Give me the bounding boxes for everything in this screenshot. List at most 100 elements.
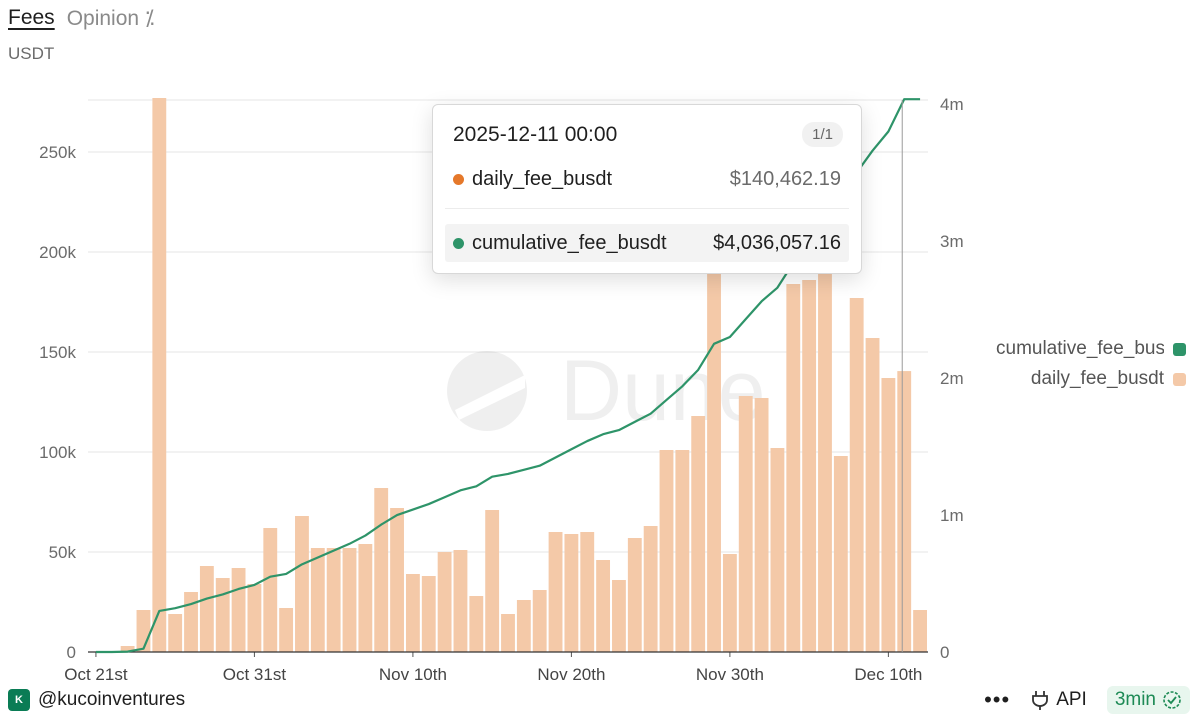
daily-fee-bar[interactable] bbox=[485, 510, 500, 652]
daily-fee-bar[interactable] bbox=[469, 596, 484, 652]
daily-fee-bar[interactable] bbox=[516, 600, 531, 652]
daily-fee-bar[interactable] bbox=[564, 534, 579, 652]
axes: 0 50k 100k 150k 200k 250k 0 1m 2m 3m 4m Oct 21st Oct… bbox=[39, 95, 964, 684]
daily-fee-bar[interactable] bbox=[802, 280, 817, 652]
x-axis-tick-label: Nov 30th bbox=[696, 665, 764, 684]
daily-fee-bar[interactable] bbox=[722, 554, 737, 652]
daily-fee-bar[interactable] bbox=[231, 568, 246, 652]
daily-fee-bar[interactable] bbox=[215, 578, 230, 652]
daily-fee-bars bbox=[120, 98, 927, 652]
daily-fee-bar[interactable] bbox=[738, 396, 753, 652]
daily-fee-bar[interactable] bbox=[390, 508, 404, 652]
daily-fee-bar[interactable] bbox=[120, 646, 135, 652]
legend: cumulative_fee_busdt daily_fee_busdt bbox=[996, 334, 1186, 394]
daily-fee-bar[interactable] bbox=[342, 548, 357, 652]
daily-fee-bar[interactable] bbox=[627, 538, 642, 652]
tooltip: 2025-12-11 00:00 1/1 daily_fee_busdt $14… bbox=[432, 104, 862, 274]
daily-fee-bar[interactable] bbox=[612, 580, 626, 652]
legend-cumulative-label: cumulative_fee_busdt bbox=[996, 338, 1164, 359]
right-axis-tick-label: 0 bbox=[940, 643, 949, 662]
daily-fee-bar[interactable] bbox=[548, 532, 563, 652]
refresh-interval: 3min bbox=[1114, 689, 1156, 710]
footer: K @kucoinventures ••• API 3min bbox=[0, 686, 1200, 720]
x-axis-tick-label: Nov 20th bbox=[537, 665, 605, 684]
daily-fee-bar[interactable] bbox=[786, 284, 801, 652]
daily-fee-bar[interactable] bbox=[865, 338, 880, 652]
dune-watermark: Dune bbox=[447, 343, 766, 439]
legend-daily-swatch bbox=[1173, 372, 1186, 386]
daily-fee-bar[interactable] bbox=[501, 614, 515, 652]
author-name: @kucoinventures bbox=[38, 689, 186, 710]
refresh-badge[interactable]: 3min bbox=[1106, 686, 1190, 714]
daily-fee-bar[interactable] bbox=[358, 544, 373, 652]
left-axis-tick-label: 50k bbox=[49, 543, 77, 562]
x-axis-tick-label: Oct 21st bbox=[64, 665, 128, 684]
daily-fee-bar[interactable] bbox=[421, 576, 436, 652]
left-axis-tick-label: 200k bbox=[39, 243, 76, 262]
footer-actions: ••• API 3min bbox=[984, 686, 1190, 714]
x-axis-tick-label: Dec 10th bbox=[854, 665, 922, 684]
tab-fees[interactable]: Fees bbox=[8, 6, 55, 29]
chart-tabs: Fees Opinion ⁒ bbox=[8, 6, 154, 31]
daily-fee-bar[interactable] bbox=[279, 608, 294, 652]
daily-fee-bar[interactable] bbox=[754, 398, 769, 652]
left-axis-tick-label: 250k bbox=[39, 143, 76, 162]
y-axis-unit-label: USDT bbox=[8, 44, 55, 63]
tab-opinion[interactable]: Opinion ⁒ bbox=[66, 7, 155, 30]
daily-fee-bar[interactable] bbox=[295, 516, 309, 652]
tooltip-page-indicator: 1/1 bbox=[802, 122, 843, 147]
daily-fee-bar[interactable] bbox=[770, 448, 785, 652]
daily-fee-bar[interactable] bbox=[532, 590, 547, 652]
daily-fee-bar[interactable] bbox=[849, 298, 864, 652]
tooltip-cumulative-name: cumulative_fee_busdt bbox=[472, 231, 667, 254]
left-axis-tick-label: 150k bbox=[39, 343, 76, 362]
legend-item-cumulative[interactable]: cumulative_fee_busdt bbox=[996, 334, 1186, 364]
daily-fee-bar[interactable] bbox=[580, 532, 595, 652]
daily-fee-bar[interactable] bbox=[168, 614, 183, 652]
tooltip-daily-dot bbox=[453, 173, 464, 185]
daily-fee-bar[interactable] bbox=[707, 272, 721, 652]
plug-icon bbox=[1032, 691, 1049, 710]
daily-fee-bar[interactable] bbox=[310, 548, 325, 652]
daily-fee-bar[interactable] bbox=[326, 548, 341, 652]
daily-fee-bar[interactable] bbox=[913, 610, 927, 652]
right-axis-tick-label: 1m bbox=[940, 506, 964, 525]
author-link[interactable]: K @kucoinventures bbox=[8, 689, 185, 711]
left-axis-tick-label: 0 bbox=[67, 643, 76, 662]
right-axis-tick-label: 3m bbox=[940, 232, 964, 251]
daily-fee-bar[interactable] bbox=[691, 416, 706, 652]
daily-fee-bar[interactable] bbox=[659, 450, 674, 652]
right-axis-tick-label: 4m bbox=[940, 95, 964, 114]
daily-fee-bar[interactable] bbox=[199, 566, 214, 652]
daily-fee-bar[interactable] bbox=[405, 574, 420, 652]
daily-fee-bar[interactable] bbox=[453, 550, 468, 652]
tooltip-row-daily: daily_fee_busdt $140,462.19 bbox=[445, 160, 849, 198]
tooltip-cumulative-value: $4,036,057.16 bbox=[713, 231, 841, 254]
daily-fee-bar[interactable] bbox=[437, 552, 452, 652]
daily-fee-bar[interactable] bbox=[374, 488, 389, 652]
daily-fee-bar[interactable] bbox=[643, 526, 658, 652]
daily-fee-bar[interactable] bbox=[818, 274, 832, 652]
daily-fee-bar[interactable] bbox=[897, 371, 912, 652]
daily-fee-bar[interactable] bbox=[833, 456, 848, 652]
legend-item-daily[interactable]: daily_fee_busdt bbox=[996, 364, 1186, 394]
daily-fee-bar[interactable] bbox=[596, 560, 611, 652]
x-axis-tick-label: Nov 10th bbox=[379, 665, 447, 684]
tooltip-row-cumulative: cumulative_fee_busdt $4,036,057.16 bbox=[445, 224, 849, 262]
legend-daily-label: daily_fee_busdt bbox=[1030, 368, 1164, 389]
daily-fee-bar[interactable] bbox=[263, 528, 278, 652]
more-options-icon[interactable]: ••• bbox=[984, 687, 1011, 712]
daily-fee-bar[interactable] bbox=[152, 98, 167, 652]
cumulative-fee-line[interactable] bbox=[95, 98, 921, 654]
daily-fee-bar[interactable] bbox=[184, 592, 198, 652]
daily-fee-bar[interactable] bbox=[136, 610, 151, 652]
left-axis-tick-label: 100k bbox=[39, 443, 76, 462]
right-axis-tick-label: 2m bbox=[940, 369, 964, 388]
daily-fee-bar[interactable] bbox=[247, 584, 262, 652]
api-button[interactable]: API bbox=[1030, 689, 1087, 711]
daily-fee-bar[interactable] bbox=[675, 450, 690, 652]
avatar: K bbox=[8, 689, 30, 711]
daily-fee-bar[interactable] bbox=[881, 378, 896, 652]
legend-cumulative-swatch bbox=[1173, 342, 1186, 356]
